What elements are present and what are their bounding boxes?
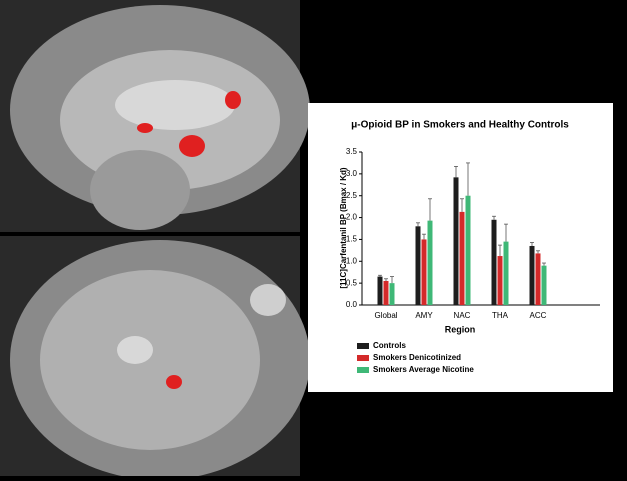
x-tick-label: THA [492, 311, 509, 320]
x-tick-label: AMY [415, 311, 433, 320]
y-tick-label: 0.0 [346, 300, 358, 309]
bar [459, 211, 465, 305]
y-tick-label: 2.0 [346, 213, 358, 222]
x-tick-label: ACC [530, 311, 547, 320]
bar [465, 195, 471, 305]
y-tick-label: 1.0 [346, 256, 358, 265]
bar [383, 280, 389, 305]
mri-sagittal [0, 0, 310, 232]
bar [377, 276, 383, 305]
y-tick-label: 3.0 [346, 169, 358, 178]
x-tick-label: NAC [454, 311, 471, 320]
legend-label: Controls [373, 341, 406, 350]
bar [491, 219, 497, 305]
bar [535, 253, 541, 305]
y-tick-label: 0.5 [346, 278, 358, 287]
bar [427, 220, 433, 305]
y-tick-label: 2.5 [346, 191, 358, 200]
legend-swatch [357, 355, 369, 361]
mri-axial [0, 236, 310, 480]
bar [415, 226, 421, 305]
y-tick-label: 1.5 [346, 235, 358, 244]
y-tick-label: 3.5 [346, 147, 358, 156]
legend-swatch [357, 343, 369, 349]
bar [541, 265, 547, 305]
bar [421, 239, 427, 305]
bar [503, 241, 509, 305]
x-axis-label: Region [445, 324, 476, 334]
bar [453, 177, 459, 305]
bar [389, 283, 395, 305]
bar [497, 256, 503, 305]
legend-label: Smokers Average Nicotine [373, 365, 474, 374]
bar [529, 245, 535, 305]
chart-title: μ-Opioid BP in Smokers and Healthy Contr… [351, 120, 569, 131]
y-axis-label: [11C]Carfentanil BP (Bmax / Kd) [339, 167, 348, 289]
x-tick-label: Global [374, 311, 397, 320]
legend-label: Smokers Denicotinized [373, 353, 461, 362]
legend-swatch [357, 367, 369, 373]
